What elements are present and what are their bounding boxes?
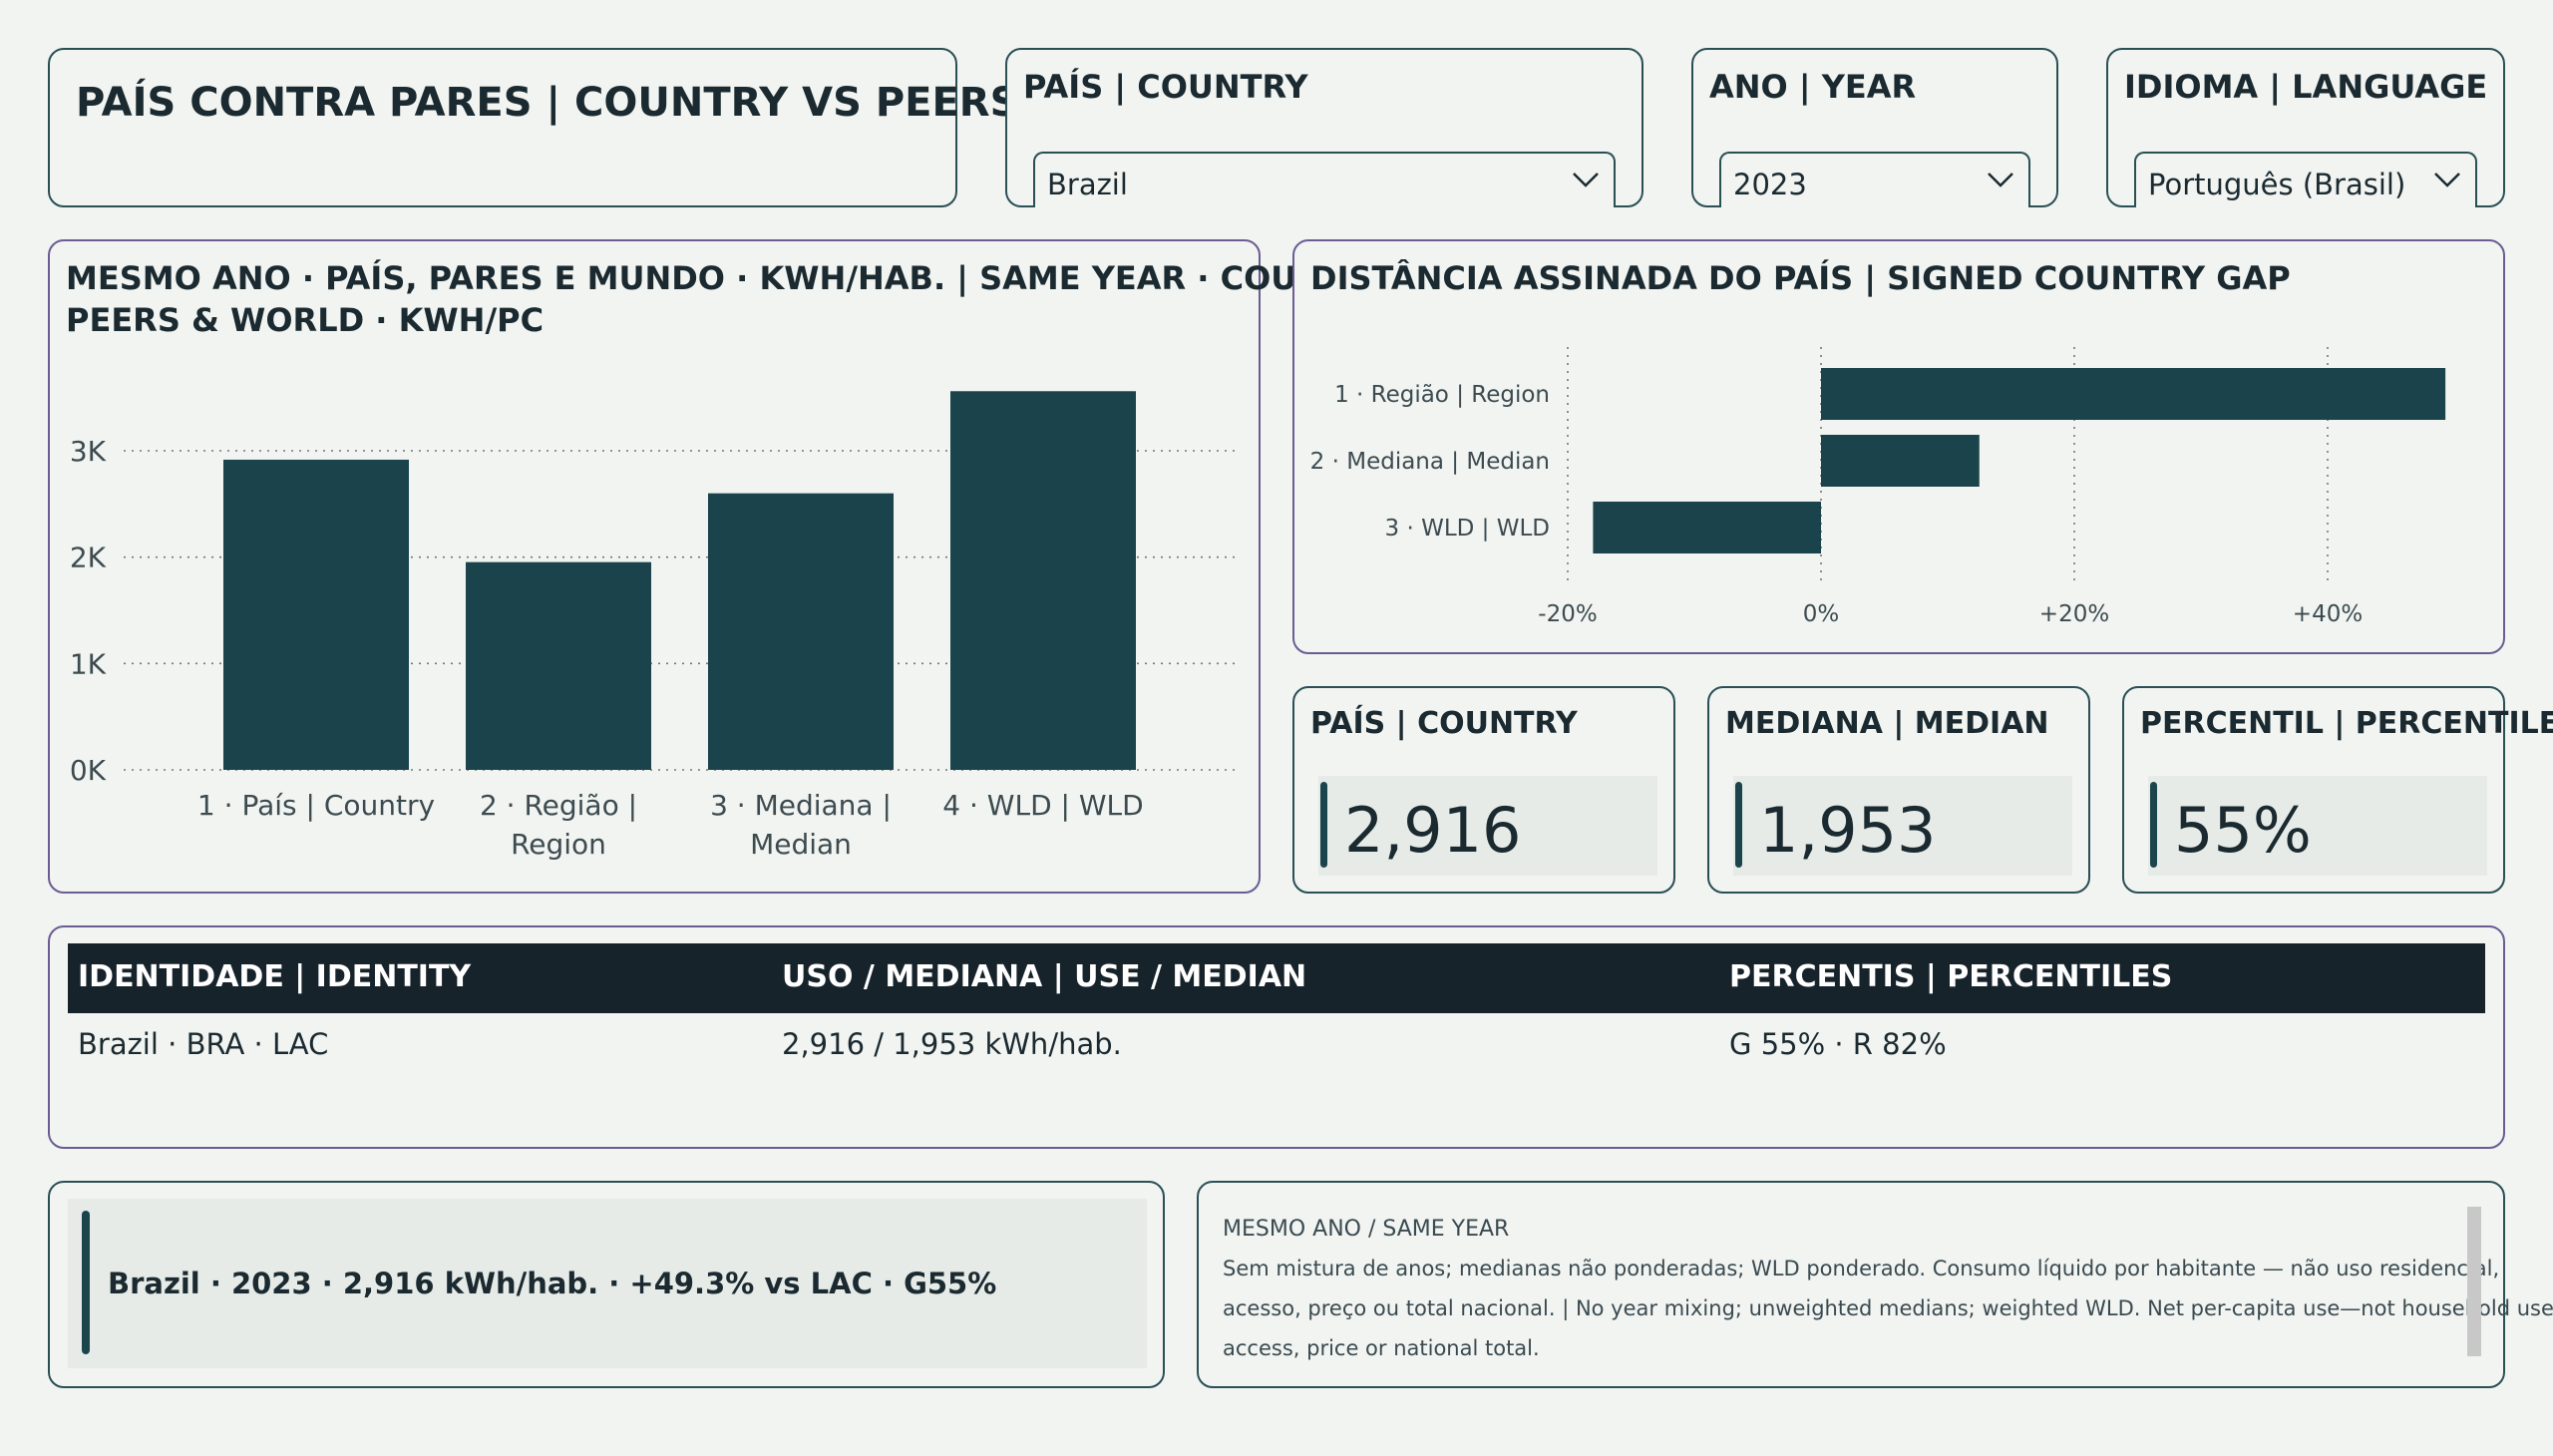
summary-card: Brazil · 2023 · 2,916 kWh/hab. · +49.3% … — [48, 1181, 1165, 1388]
x-tick-label: +20% — [2039, 601, 2109, 627]
bar-panel-title-line1: MESMO ANO · PAÍS, PARES E MUNDO · KWH/HA… — [66, 259, 1398, 297]
country-dropdown[interactable]: Brazil — [1033, 152, 1616, 207]
chevron-down-icon — [1573, 173, 1599, 187]
language-slicer-label: IDIOMA | LANGUAGE — [2124, 68, 2488, 106]
note-line2: acesso, preço ou total nacional. | No ye… — [1223, 1296, 2553, 1320]
page-title: PAÍS CONTRA PARES | COUNTRY VS PEERS — [76, 80, 1019, 126]
table-cell-percentiles: G 55% · R 82% — [1729, 1027, 1947, 1061]
kpi-percentile-box: 55% — [2148, 776, 2487, 876]
x-tick-label: 4 · WLD | WLD — [942, 789, 1143, 822]
y-tick-label: 0K — [70, 754, 107, 787]
kpi-median-card: MEDIANA | MEDIAN 1,953 — [1707, 686, 2090, 894]
note-scrollbar[interactable] — [2467, 1207, 2481, 1356]
bar — [1821, 368, 2446, 420]
kpi-percentile-value: 55% — [2174, 794, 2312, 867]
year-dropdown-value: 2023 — [1733, 168, 1807, 201]
country-dropdown-value: Brazil — [1047, 168, 1128, 201]
note-line3: access, price or national total. — [1223, 1336, 1540, 1360]
bar — [466, 561, 651, 770]
y-tick-label: 1 · Região | Region — [1334, 382, 1550, 408]
kpi-accent-bar — [2150, 782, 2157, 868]
y-tick-label: 1K — [70, 647, 107, 680]
table-header-identity[interactable]: IDENTIDADE | IDENTITY — [78, 959, 472, 994]
country-slicer: PAÍS | COUNTRY Brazil — [1005, 48, 1643, 207]
kpi-accent-bar — [1735, 782, 1742, 868]
x-tick-label: 2 · Região | — [480, 789, 637, 822]
kpi-accent-bar — [1320, 782, 1327, 868]
language-dropdown-value: Português (Brasil) — [2148, 168, 2406, 201]
table-header-row: IDENTIDADE | IDENTITY USO / MEDIANA | US… — [68, 943, 2485, 1013]
table-header-use-median[interactable]: USO / MEDIANA | USE / MEDIAN — [782, 959, 1307, 994]
y-tick-label: 3 · WLD | WLD — [1385, 516, 1550, 542]
x-tick-label: 1 · País | Country — [197, 789, 435, 822]
year-dropdown[interactable]: 2023 — [1719, 152, 2030, 207]
identity-table-panel: IDENTIDADE | IDENTITY USO / MEDIANA | US… — [48, 925, 2505, 1149]
table-cell-use-median: 2,916 / 1,953 kWh/hab. — [782, 1027, 1122, 1061]
bar — [1821, 435, 1980, 487]
kpi-country-box: 2,916 — [1318, 776, 1657, 876]
methodology-note-card: MESMO ANO / SAME YEAR Sem mistura de ano… — [1197, 1181, 2553, 1388]
bar — [1593, 502, 1821, 553]
bar — [708, 493, 894, 770]
x-tick-label: Median — [750, 828, 852, 861]
language-slicer: IDIOMA | LANGUAGE Português (Brasil) — [2106, 48, 2505, 207]
table-row: Brazil · BRA · LAC 2,916 / 1,953 kWh/hab… — [68, 1019, 2485, 1069]
x-tick-label: +40% — [2293, 601, 2363, 627]
same-year-bar-chart: 0K 1K 2K 3K 1 · País | Country 2 · Região | Re… — [70, 391, 1237, 861]
header-card: PAÍS CONTRA PARES | COUNTRY VS PEERS — [48, 48, 1018, 207]
summary-accent-bar — [82, 1211, 90, 1354]
kpi-country-label: PAÍS | COUNTRY — [1310, 706, 1578, 741]
kpi-median-value: 1,953 — [1759, 794, 1937, 867]
x-tick-label: 3 · Mediana | — [710, 789, 892, 822]
bar — [950, 391, 1136, 770]
table-header-percentiles[interactable]: PERCENTIS | PERCENTILES — [1729, 959, 2173, 994]
x-tick-label: 0% — [1803, 601, 1840, 627]
note-heading: MESMO ANO / SAME YEAR — [1223, 1217, 1510, 1242]
summary-box: Brazil · 2023 · 2,916 kWh/hab. · +49.3% … — [68, 1199, 1147, 1368]
table-cell-identity: Brazil · BRA · LAC — [78, 1027, 329, 1061]
summary-text: Brazil · 2023 · 2,916 kWh/hab. · +49.3% … — [108, 1267, 997, 1300]
same-year-bar-panel: MESMO ANO · PAÍS, PARES E MUNDO · KWH/HA… — [48, 239, 1398, 894]
kpi-country-value: 2,916 — [1344, 794, 1522, 867]
year-slicer: ANO | YEAR 2023 — [1691, 48, 2058, 207]
y-tick-label: 2 · Mediana | Median — [1310, 449, 1550, 475]
year-slicer-label: ANO | YEAR — [1709, 68, 1917, 106]
x-tick-label: Region — [511, 828, 606, 861]
kpi-median-box: 1,953 — [1733, 776, 2072, 876]
bar-panel-title-line2: PEERS & WORLD · KWH/PC — [66, 301, 545, 339]
kpi-percentile-label: PERCENTIL | PERCENTILE — [2140, 706, 2553, 741]
language-dropdown[interactable]: Português (Brasil) — [2134, 152, 2477, 207]
kpi-median-label: MEDIANA | MEDIAN — [1725, 706, 2049, 741]
chevron-down-icon — [2434, 173, 2460, 187]
kpi-percentile-card: PERCENTIL | PERCENTILE 55% — [2122, 686, 2553, 894]
country-slicer-label: PAÍS | COUNTRY — [1023, 68, 1308, 106]
note-line1: Sem mistura de anos; medianas não ponder… — [1223, 1257, 2500, 1280]
signed-gap-chart: -20% 0% +20% +40% 1 · Região | Region 2 · Med… — [1310, 347, 2446, 627]
gap-panel-title: DISTÂNCIA ASSINADA DO PAÍS | SIGNED COUN… — [1310, 259, 2291, 297]
x-tick-label: -20% — [1538, 601, 1597, 627]
chevron-down-icon — [1988, 173, 2013, 187]
y-tick-label: 2K — [70, 542, 107, 574]
bar — [223, 459, 409, 770]
signed-gap-panel: DISTÂNCIA ASSINADA DO PAÍS | SIGNED COUN… — [1292, 239, 2505, 654]
kpi-country-card: PAÍS | COUNTRY 2,916 — [1292, 686, 1675, 894]
y-tick-label: 3K — [70, 435, 107, 468]
